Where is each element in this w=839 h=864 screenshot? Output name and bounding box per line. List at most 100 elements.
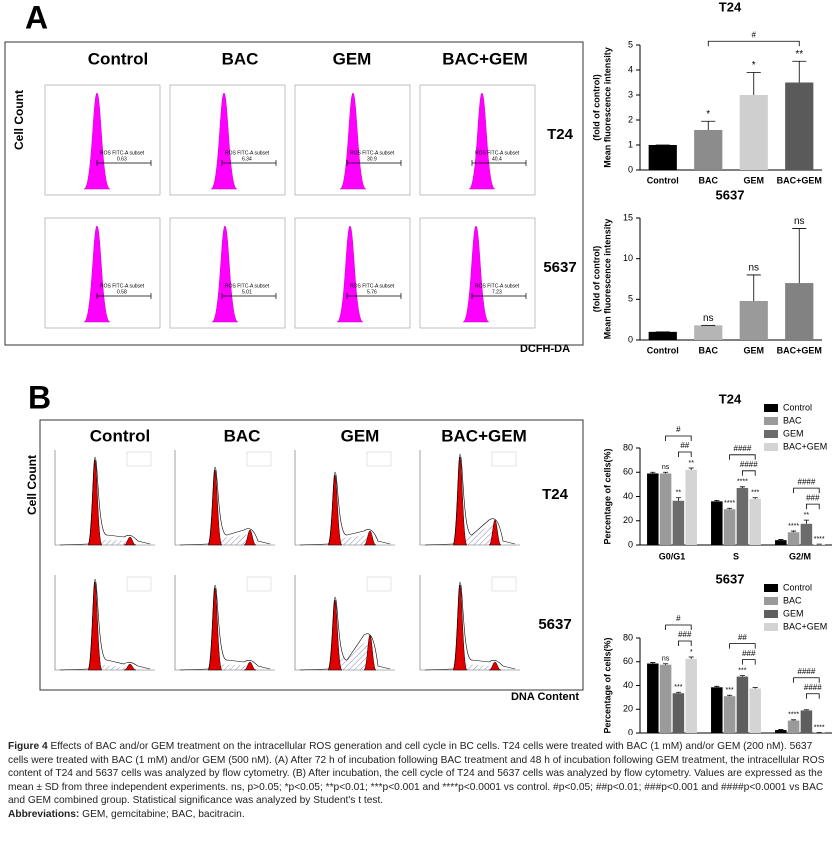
- x-tick-label: BAC: [699, 345, 719, 355]
- comparison-label: #: [676, 614, 681, 623]
- gate-value: 0.63: [117, 156, 127, 162]
- histogram-s-phase: [460, 664, 495, 670]
- panel-frame: [4, 41, 584, 346]
- error-bar: [739, 486, 745, 489]
- histogram-peak: [462, 225, 490, 323]
- bar: [648, 331, 677, 340]
- chart-title: 5637: [716, 187, 745, 202]
- error-bar: [792, 228, 807, 284]
- row-label: T24: [542, 486, 569, 503]
- x-tick-label: G2/M: [789, 551, 811, 561]
- histogram-outline: [424, 453, 516, 546]
- significance-label: ***: [751, 490, 759, 497]
- gate-value: 0.58: [117, 289, 127, 295]
- x-tick-label: Control: [647, 175, 679, 185]
- error-bar: [803, 519, 809, 524]
- y-axis-label: Percentage of cells(%): [602, 448, 612, 544]
- gate: [96, 293, 152, 299]
- gate-value: 5.01: [242, 289, 252, 295]
- y-tick-label: 60: [623, 656, 633, 666]
- error-bar: [650, 662, 656, 664]
- y-axis-label: Percentage of cells(%): [602, 637, 612, 733]
- legend-swatch: [764, 417, 778, 425]
- legend-label: BAC+GEM: [783, 441, 827, 451]
- bar: [785, 283, 814, 340]
- gate-label: ROS FITC-A subset: [350, 283, 395, 289]
- histogram-legend: [491, 451, 517, 467]
- bar: [672, 500, 685, 545]
- gate-value: 30.9: [367, 156, 377, 162]
- histogram-outline: [424, 581, 516, 671]
- histogram-peak: [339, 92, 367, 190]
- bar: [739, 300, 768, 340]
- histogram-g2: [243, 529, 257, 546]
- column-header: Control: [88, 49, 148, 68]
- y-tick-label: 2: [628, 114, 633, 124]
- gate-value: 6.34: [242, 156, 252, 162]
- significance-label: *: [706, 109, 710, 120]
- histogram-legend: [366, 451, 392, 467]
- legend-label: BAC+GEM: [783, 621, 827, 631]
- error-bar: [675, 691, 681, 694]
- y-tick-label: 1: [628, 139, 633, 149]
- y-axis-label: Mean fluorescence intensity: [602, 47, 612, 168]
- legend-swatch: [764, 584, 778, 592]
- significance-label: ns: [662, 656, 670, 663]
- x-tick-label: G0/G1: [659, 551, 686, 561]
- gate: [221, 160, 277, 166]
- histogram-peak: [210, 92, 238, 190]
- bar: [723, 509, 736, 545]
- bar: [787, 720, 800, 733]
- y-tick-label: 60: [623, 467, 633, 477]
- y-tick-label: 0: [628, 164, 633, 174]
- histogram-legend: [491, 576, 517, 592]
- y-tick-label: 20: [623, 515, 633, 525]
- comparison-label: ####: [798, 477, 816, 486]
- bar: [736, 676, 749, 733]
- column-header: BAC: [224, 426, 261, 445]
- bar: [685, 658, 697, 733]
- y-tick-label: 0: [628, 727, 633, 735]
- significance-label: ****: [737, 479, 748, 486]
- legend-label: GEM: [783, 428, 804, 438]
- gate-value: 40.4: [492, 156, 502, 162]
- comparison-label: ###: [678, 630, 692, 639]
- comparison-label: ####: [798, 667, 816, 676]
- comparison-bracket: [665, 435, 692, 442]
- significance-label: ns: [794, 216, 805, 227]
- error-bar: [714, 499, 720, 502]
- gate-value: 7.23: [492, 289, 502, 295]
- histogram-s-phase: [215, 664, 250, 670]
- legend-swatch: [764, 443, 778, 451]
- column-header: BAC+GEM: [441, 426, 526, 445]
- column-header: BAC: [222, 49, 259, 68]
- y-axis-label: (fold of control): [591, 74, 601, 140]
- comparison-label: ####: [740, 460, 758, 469]
- histogram-s-phase: [95, 664, 130, 670]
- histogram-peak: [336, 225, 364, 323]
- error-bar: [650, 471, 656, 474]
- gate: [346, 293, 402, 299]
- gate-label: ROS FITC-A subset: [475, 150, 520, 156]
- bar: [775, 540, 787, 545]
- histogram-outline: [59, 578, 151, 671]
- y-tick-label: 5: [628, 294, 633, 304]
- gate-value: 5.76: [367, 289, 377, 295]
- bar: [800, 523, 813, 545]
- y-tick-label: 40: [623, 680, 633, 690]
- significance-label: ****: [814, 724, 825, 731]
- error-bar: [746, 274, 761, 301]
- error-bar: [688, 467, 694, 470]
- gate-label: ROS FITC-A subset: [100, 283, 145, 289]
- comparison-label: ##: [680, 441, 689, 450]
- bar: [672, 693, 685, 733]
- x-tick-label: BAC: [699, 175, 719, 185]
- legend-swatch: [764, 404, 778, 412]
- x-tick-label: Control: [647, 345, 679, 355]
- error-bar: [727, 694, 733, 697]
- comparison-bracket: [806, 503, 820, 510]
- bar: [723, 696, 736, 733]
- y-tick-label: 0: [628, 334, 633, 344]
- significance-label: ***: [674, 684, 682, 691]
- histogram-s-phase: [215, 534, 250, 545]
